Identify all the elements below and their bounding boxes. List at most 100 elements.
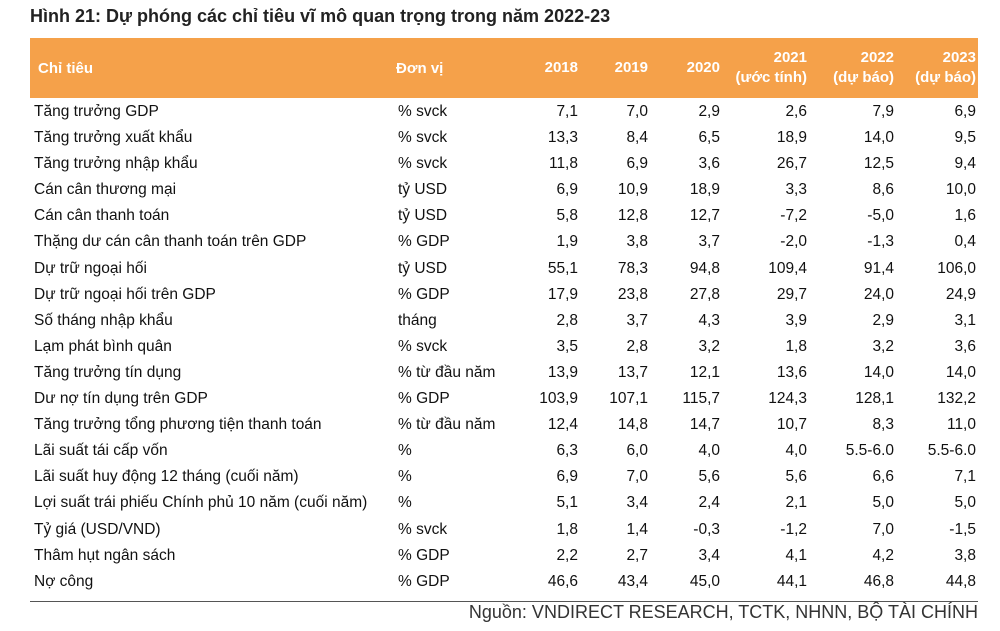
row-value: 5,6 <box>785 468 807 486</box>
row-unit: % svck <box>398 337 448 355</box>
row-unit: tỷ USD <box>398 259 448 277</box>
row-value: 46,6 <box>547 572 578 590</box>
table-row: Dự trữ ngoại hối tỷ USD 55,1 78,3 94,8 109,4 9… <box>30 255 978 281</box>
header-year-line2: 2019 <box>614 59 648 76</box>
row-unit: tháng <box>398 311 437 329</box>
row-unit: % <box>398 442 412 460</box>
row-value: 3,5 <box>556 337 578 355</box>
table-row: Tỷ giá (USD/VND) % svck 1,8 1,4 -0,3 -1,2 7,0 -… <box>30 516 978 542</box>
row-indicator: Dư nợ tín dụng trên GDP <box>34 390 208 408</box>
header-year-1: 2019 <box>558 38 648 98</box>
row-unit: % từ đầu năm <box>398 363 496 381</box>
row-value: 6,3 <box>556 442 578 460</box>
row-value: -1,2 <box>780 520 807 538</box>
row-value: 7,0 <box>872 520 894 538</box>
table-row: Dư nợ tín dụng trên GDP % GDP 103,9 107,1 11… <box>30 385 978 411</box>
row-value: 2,4 <box>698 494 720 512</box>
row-value: 3,2 <box>698 337 720 355</box>
table-row: Tăng trưởng nhập khẩu % svck 11,8 6,9 3,6 26,… <box>30 150 978 176</box>
row-value: 44,8 <box>945 572 976 590</box>
row-indicator: Tăng trưởng xuất khẩu <box>34 129 193 147</box>
row-value: -0,3 <box>693 520 720 538</box>
row-value: 5,0 <box>872 494 894 512</box>
row-value: -1,3 <box>867 233 894 251</box>
row-value: 13,9 <box>547 363 578 381</box>
row-value: 4,2 <box>872 546 894 564</box>
header-year-line1: 2021 <box>773 49 807 66</box>
row-value: -7,2 <box>780 207 807 225</box>
row-unit: % GDP <box>398 546 450 564</box>
row-value: 12,5 <box>863 155 894 173</box>
row-value: 10,0 <box>945 181 976 199</box>
row-unit: % svck <box>398 103 448 120</box>
row-value: 3,3 <box>785 181 807 199</box>
table-body: Tăng trưởng GDP% svck 7,1 7,0 2,9 2,6 7,9 6,9 T… <box>30 98 978 594</box>
row-value: 18,9 <box>776 129 807 147</box>
row-value: 6,5 <box>698 129 720 147</box>
row-unit: % <box>398 468 412 486</box>
row-value: 3,7 <box>626 311 648 329</box>
row-value: 132,2 <box>937 390 976 408</box>
row-value: 5.5-6.0 <box>927 442 976 460</box>
row-value: 10,9 <box>617 181 648 199</box>
row-value: 6,0 <box>626 442 648 460</box>
table-row: Thâm hụt ngân sách % GDP 2,2 2,7 3,4 4,1 4,2 3,… <box>30 542 978 568</box>
table-row: Tăng trưởng tổng phương tiện thanh toán%… <box>30 411 978 437</box>
row-value: 3,2 <box>872 337 894 355</box>
row-value: 8,3 <box>872 416 894 434</box>
row-value: -5,0 <box>867 207 894 225</box>
row-value: 14,0 <box>945 363 976 381</box>
row-value: 8,4 <box>626 129 648 147</box>
row-value: 2,9 <box>698 103 720 120</box>
table-row: Tăng trưởng tín dụng % từ đầu năm 13,9 13,7… <box>30 359 978 385</box>
row-value: 17,9 <box>547 285 578 303</box>
row-value: 2,8 <box>556 311 578 329</box>
header-year-line2: 2020 <box>686 59 720 76</box>
header-year-line2: (dự báo) <box>915 69 976 86</box>
row-value: 18,9 <box>689 181 720 199</box>
row-value: 6,9 <box>556 468 578 486</box>
row-unit: tỷ USD <box>398 181 448 199</box>
row-value: 5,0 <box>954 494 976 512</box>
row-value: 2,2 <box>556 546 578 564</box>
row-value: 12,1 <box>689 363 720 381</box>
source-note: Nguồn: VNDIRECT RESEARCH, TCTK, NHNN, BỘ… <box>468 602 978 622</box>
row-value: 3,1 <box>954 311 976 329</box>
row-indicator: Thặng dư cán cân thanh toán trên GDP <box>34 233 307 251</box>
table-row: Dự trữ ngoại hối trên GDP % GDP 17,9 23,8 27… <box>30 281 978 307</box>
row-value: 7,0 <box>626 468 648 486</box>
row-unit: % GDP <box>398 390 450 408</box>
table-header: Chỉ tiêu Đơn vị 2018 2019 2020 2021 (ước tín… <box>30 38 978 98</box>
header-year-4: 2022 (dự báo) <box>804 38 894 98</box>
row-indicator: Tăng trưởng nhập khẩu <box>34 155 198 173</box>
row-value: 3,8 <box>954 546 976 564</box>
row-value: 27,8 <box>689 285 720 303</box>
row-value: 13,7 <box>617 363 648 381</box>
row-indicator: Tăng trưởng tín dụng <box>34 363 182 381</box>
row-value: 4,3 <box>698 311 720 329</box>
table-row: Số tháng nhập khẩu tháng 2,8 3,7 4,3 3,9 2,9 3,… <box>30 307 978 333</box>
row-value: 13,3 <box>547 129 578 147</box>
row-value: 1,4 <box>626 520 648 538</box>
header-year-5: 2023 (dự báo) <box>886 38 976 98</box>
row-value: 94,8 <box>689 259 720 277</box>
row-value: 124,3 <box>768 390 807 408</box>
row-value: 12,7 <box>689 207 720 225</box>
row-unit: % svck <box>398 155 448 173</box>
table-row: Lãi suất tái cấp vốn% 6,3 6,0 4,0 4,0 5.5-6.0… <box>30 437 978 463</box>
header-year-2: 2020 <box>630 38 720 98</box>
row-value: 12,8 <box>617 207 648 225</box>
table-row: Tăng trưởng xuất khẩu % svck 13,3 8,4 6,5 18,… <box>30 124 978 150</box>
row-value: 1,8 <box>556 520 578 538</box>
header-unit: Đơn vị <box>396 59 444 77</box>
row-value: 3,4 <box>698 546 720 564</box>
row-value: 1,9 <box>556 233 578 251</box>
row-value: 6,9 <box>626 155 648 173</box>
header-year-3: 2021 (ước tính) <box>717 38 807 98</box>
row-indicator: Lãi suất tái cấp vốn <box>34 442 168 460</box>
row-value: 5,1 <box>556 494 578 512</box>
row-unit: % GDP <box>398 233 450 251</box>
row-value: 115,7 <box>682 390 720 408</box>
row-value: 24,0 <box>863 285 894 303</box>
row-indicator: Dự trữ ngoại hối trên GDP <box>34 285 216 303</box>
